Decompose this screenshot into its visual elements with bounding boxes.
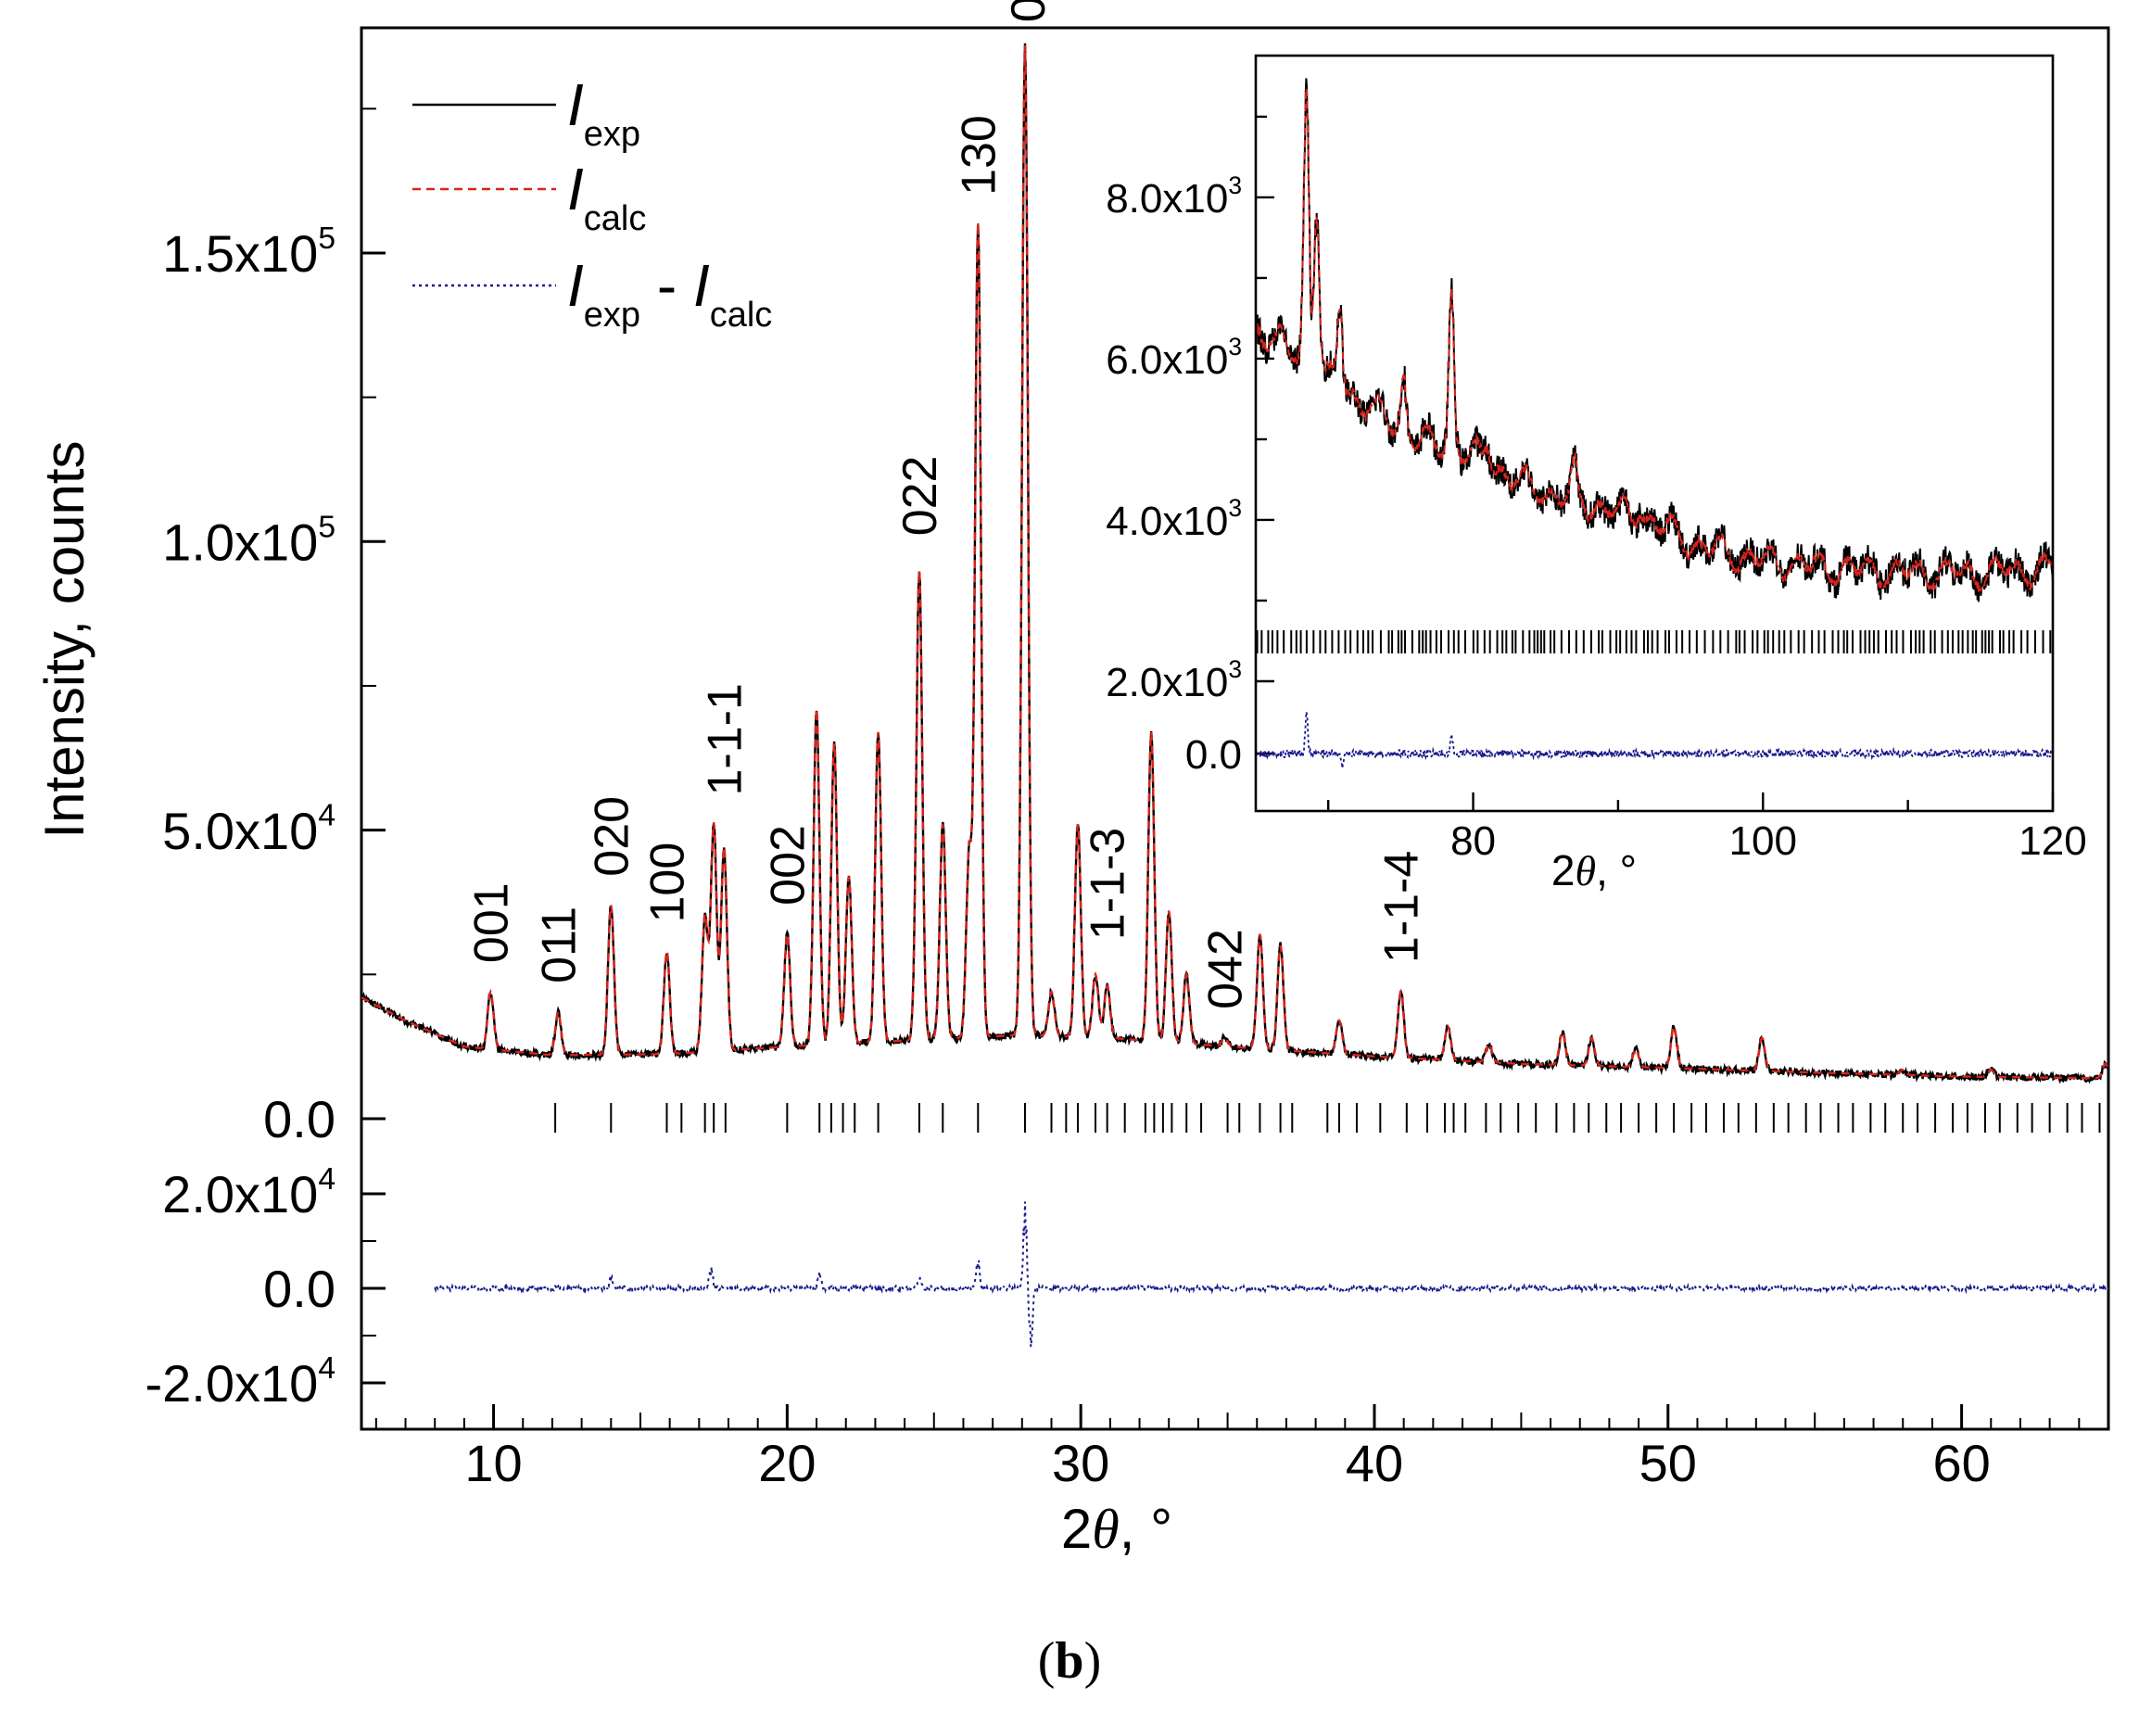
main-difference-curve bbox=[434, 1201, 2109, 1348]
inset-diff-ytick-label-mantissa: 0.0 bbox=[1185, 732, 1242, 778]
inset-ytick-label-exponent: 3 bbox=[1228, 655, 1242, 683]
main-ytick-label-exponent: 5 bbox=[318, 222, 335, 256]
main-reflection-ticks bbox=[554, 1103, 2101, 1133]
legend-diff-subscript-2: calc bbox=[710, 296, 773, 335]
figure-caption-letter: b bbox=[1055, 1632, 1083, 1690]
legend-calc-label: Icalc bbox=[567, 156, 646, 238]
legend-exp-label: Iexp bbox=[567, 71, 640, 154]
inset-calculated-curve bbox=[1255, 87, 2054, 593]
main-diff-ytick-label-mantissa: -2.0x10 bbox=[146, 1354, 319, 1413]
legend-calc-subscript: calc bbox=[584, 199, 647, 238]
main-plot: 0010110201001-1-10020221300401-1-30421-1… bbox=[33, 0, 2110, 1560]
legend-diff-symbol: I bbox=[567, 252, 584, 319]
inset-ytick-label-mantissa: 2.0x10 bbox=[1106, 660, 1228, 705]
legend: Iexp Icalc Iexp - Icalc bbox=[412, 71, 772, 335]
peak-label-011: 011 bbox=[532, 906, 586, 983]
inset-ytick-label-exponent: 3 bbox=[1228, 333, 1242, 361]
inset-ytick-label: 4.0x103 bbox=[1106, 494, 1242, 544]
main-y-axis-label: Intensity, counts bbox=[33, 440, 95, 838]
figure-caption-close: ) bbox=[1084, 1632, 1102, 1690]
inset-ytick-label: 2.0x103 bbox=[1106, 655, 1242, 705]
inset-ytick-label-mantissa: 4.0x10 bbox=[1106, 499, 1228, 544]
main-x-tick-labels: 10 20 30 40 50 60 bbox=[464, 1434, 1990, 1492]
inset-reflection-ticks bbox=[1256, 630, 2052, 653]
main-ytick-label-mantissa: 0.0 bbox=[263, 1090, 335, 1148]
legend-diff-subscript: exp bbox=[584, 296, 640, 335]
main-diff-ytick-label: 0.0 bbox=[263, 1260, 335, 1318]
inset-difference-curve bbox=[1255, 711, 2054, 768]
main-xtick-label: 30 bbox=[1052, 1434, 1109, 1492]
main-x-axis-label-suffix: , ° bbox=[1120, 1498, 1172, 1560]
main-diff-ytick-label: -2.0x104 bbox=[146, 1351, 335, 1413]
main-ytick-label-mantissa: 1.0x10 bbox=[162, 513, 318, 571]
main-ytick-label: 5.0x104 bbox=[162, 799, 335, 860]
main-ytick-label-mantissa: 5.0x10 bbox=[162, 802, 318, 860]
peak-label-040: 040 bbox=[1002, 0, 1056, 22]
main-calculated-curve bbox=[361, 44, 2110, 1080]
inset-x-axis-label-prefix: 2 bbox=[1551, 846, 1576, 894]
peak-label-020: 020 bbox=[585, 796, 639, 877]
main-ytick-label: 0.0 bbox=[263, 1090, 335, 1148]
legend-exp-subscript: exp bbox=[584, 115, 640, 154]
main-xtick-label: 50 bbox=[1639, 1434, 1697, 1492]
legend-calc-symbol: I bbox=[567, 156, 584, 222]
inset-ytick-label-exponent: 3 bbox=[1228, 494, 1242, 522]
peak-label-002: 002 bbox=[761, 825, 815, 906]
inset-ytick-label-mantissa: 6.0x10 bbox=[1106, 337, 1228, 383]
main-diff-ytick-label: 2.0x104 bbox=[162, 1162, 335, 1223]
main-x-axis-label-prefix: 2 bbox=[1061, 1498, 1092, 1560]
inset-ytick-label: 8.0x103 bbox=[1106, 171, 1242, 222]
inset-xtick-label: 120 bbox=[2019, 818, 2086, 864]
main-xtick-label: 20 bbox=[758, 1434, 816, 1492]
inset-ytick-label-mantissa: 8.0x10 bbox=[1106, 176, 1228, 222]
peak-label-042: 042 bbox=[1198, 929, 1252, 1009]
main-diff-ytick-label-mantissa: 2.0x10 bbox=[162, 1165, 318, 1223]
peak-label-022: 022 bbox=[893, 456, 947, 537]
peak-label-1-1-3: 1-1-3 bbox=[1082, 828, 1135, 940]
peak-label-100: 100 bbox=[640, 843, 694, 923]
peak-label-1-1-1: 1-1-1 bbox=[698, 683, 752, 795]
inset-plot-frame bbox=[1254, 54, 2055, 813]
legend-diff-minus: - bbox=[640, 252, 693, 319]
main-diff-ytick-label-exponent: 4 bbox=[318, 1351, 335, 1386]
inset-x-axis-label-suffix: , ° bbox=[1596, 846, 1637, 894]
main-xtick-label: 40 bbox=[1346, 1434, 1403, 1492]
figure-caption: (b) bbox=[1038, 1632, 1101, 1690]
main-x-axis-label: 2θ, ° bbox=[1061, 1498, 1172, 1560]
inset-xtick-label: 80 bbox=[1450, 818, 1496, 864]
main-y-tick-labels: 0.05.0x1041.0x1051.5x1052.0x1040.0-2.0x1… bbox=[146, 222, 335, 1413]
main-x-axis-label-theta: θ bbox=[1092, 1499, 1119, 1560]
inset-diff-ytick-label: 0.0 bbox=[1185, 732, 1242, 778]
inset-ytick-label-exponent: 3 bbox=[1228, 171, 1242, 199]
main-diff-ytick-label-mantissa: 0.0 bbox=[263, 1260, 335, 1318]
inset-x-axis-label-theta: θ bbox=[1576, 847, 1597, 894]
peak-label-001: 001 bbox=[464, 882, 518, 963]
inset-x-axis-label: 2θ, ° bbox=[1551, 846, 1637, 894]
legend-diff-label: Iexp - Icalc bbox=[567, 252, 772, 335]
main-axis-ticks bbox=[361, 108, 2109, 1429]
main-plot-frame bbox=[360, 26, 2110, 1431]
main-diff-ytick-label-exponent: 4 bbox=[318, 1162, 335, 1197]
inset-x-tick-labels: 80 100 120 bbox=[1450, 818, 2087, 864]
legend-diff-symbol-2: I bbox=[693, 252, 710, 319]
peak-label-1-1-4: 1-1-4 bbox=[1374, 851, 1428, 963]
main-ytick-label-exponent: 4 bbox=[318, 799, 335, 833]
inset-ytick-label: 6.0x103 bbox=[1106, 333, 1242, 383]
main-ytick-label-exponent: 5 bbox=[318, 510, 335, 544]
main-ytick-label: 1.0x105 bbox=[162, 510, 335, 571]
main-xtick-label: 60 bbox=[1932, 1434, 1990, 1492]
inset-plot-background bbox=[1256, 56, 2053, 811]
legend-exp-symbol: I bbox=[567, 71, 584, 138]
inset-plot: 80 100 120 2.0x1034.0x1036.0x1038.0x1030.0… bbox=[1106, 54, 2087, 894]
figure-caption-open: ( bbox=[1038, 1632, 1056, 1690]
inset-xtick-label: 100 bbox=[1729, 818, 1797, 864]
peak-label-130: 130 bbox=[952, 115, 1006, 196]
main-ytick-label: 1.5x105 bbox=[162, 222, 335, 283]
main-ytick-label-mantissa: 1.5x10 bbox=[162, 224, 318, 283]
main-xtick-label: 10 bbox=[464, 1434, 522, 1492]
